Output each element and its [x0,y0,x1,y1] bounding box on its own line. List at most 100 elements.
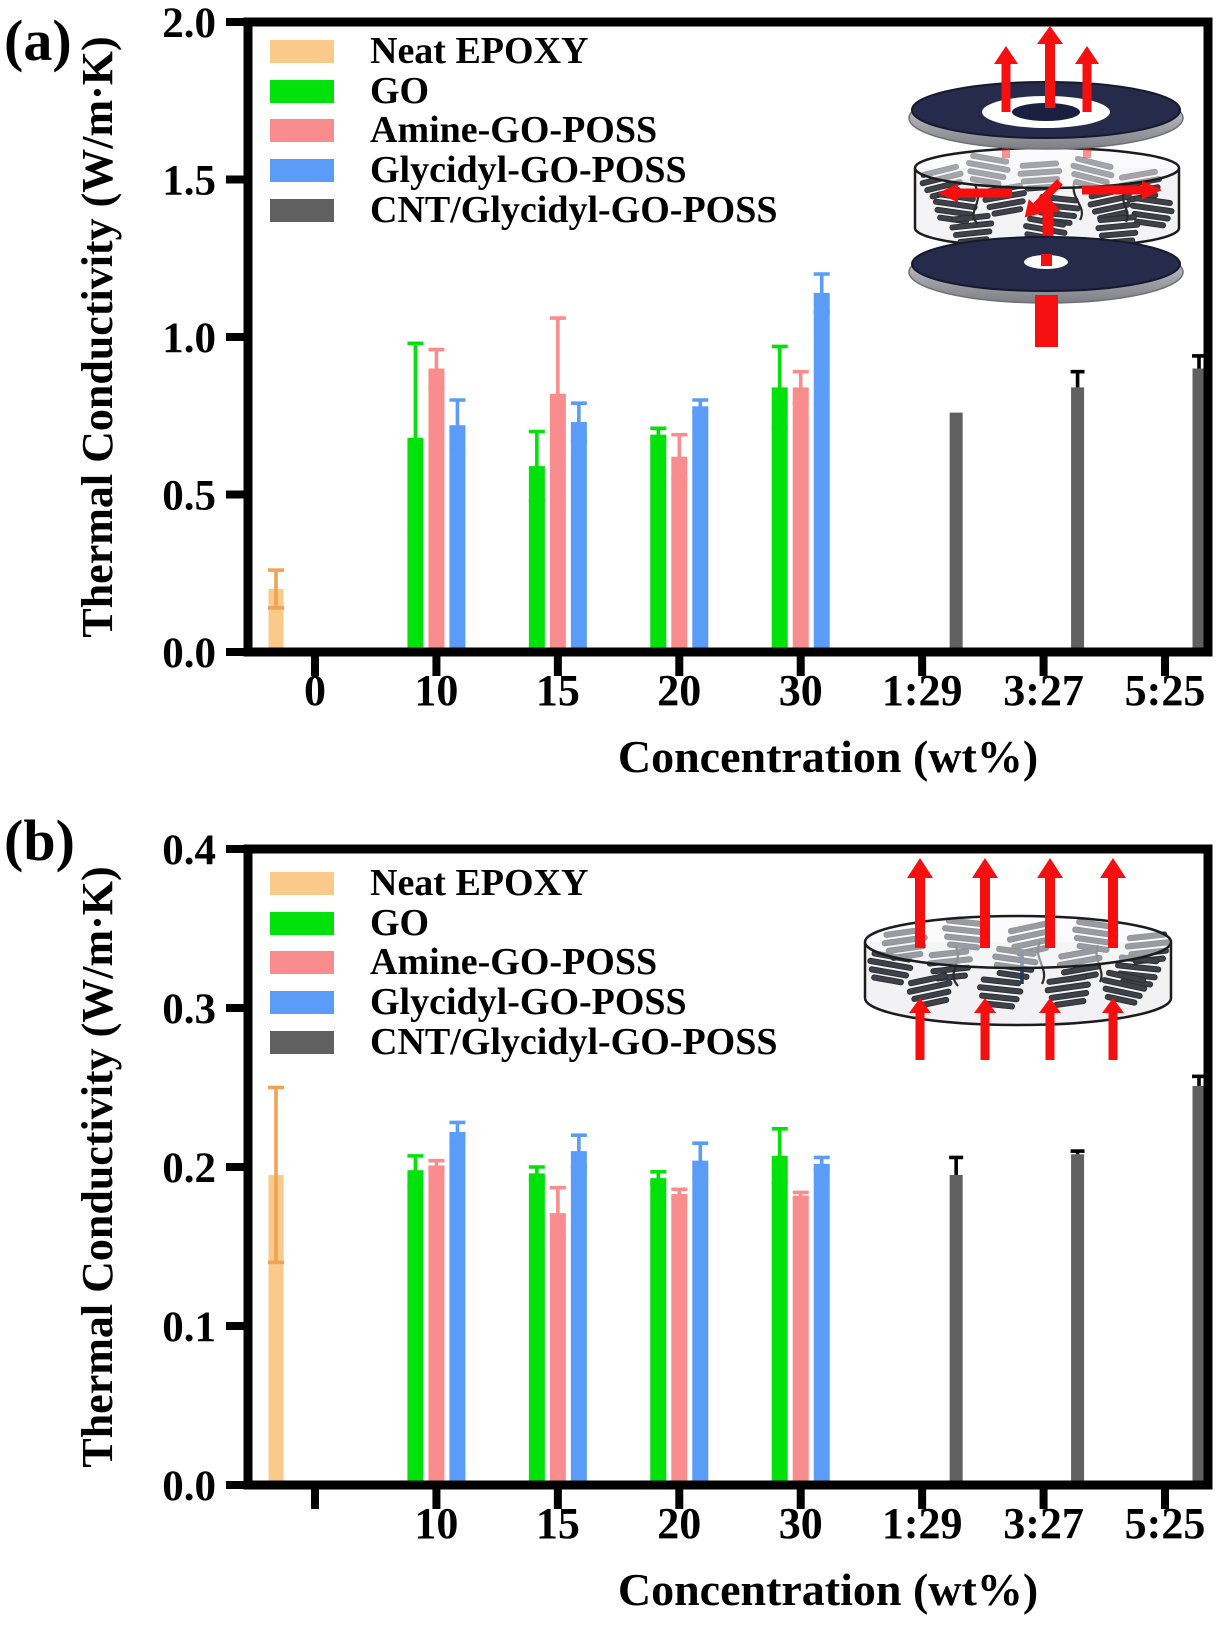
error-bar [528,1165,545,1182]
heat-flow-arrow-icon [1024,179,1063,218]
bar [771,1155,788,1485]
bar [813,1163,830,1485]
bar [692,1160,709,1485]
bar [449,1132,466,1485]
bar [549,393,566,652]
y-tick-label: 2.0 [162,0,216,47]
legend-item: GO [270,69,777,112]
heat-flow-arrow-icon [972,858,998,948]
legend-item: Amine-GO-POSS [270,943,777,983]
legend-swatch-icon [270,872,334,896]
y-tick-label: 0.3 [162,986,216,1033]
y-axis-title: Thermal Conductivity (W/m·K) [73,36,122,637]
go-sheet [1129,195,1175,229]
error-bar [268,568,284,610]
x-tick-label: 20 [657,666,701,715]
legend-label: Neat EPOXY [370,30,589,73]
heat-flow-arrow-icon [1039,998,1061,1060]
heat-flow-arrow-icon [1082,180,1162,200]
error-bar [1070,1149,1085,1155]
x-tick-label: 10 [414,666,458,715]
y-axis-title: Thermal Conductivity (W/m·K) [73,866,122,1467]
panel-b-chart: 0.0 0.1 0.2 0.3 0.4 10 15 20 30 1:29 3:27 5:25 Conce… [73,827,1213,1615]
legend-panel-b: Neat EPOXY GO Amine-GO-POSS Glycidyl-GO-POS… [270,864,777,1062]
y-tick-label: 1.0 [162,315,216,362]
legend-swatch-icon [270,79,334,103]
legend-label: GO [370,69,430,112]
heat-flow-arrow-icon [1035,196,1061,250]
y-tick-label: 0.0 [162,1463,216,1510]
x-tick-label: 3:27 [1003,666,1084,715]
bar [268,589,284,652]
panel-a-label: (a) [4,8,72,73]
bar [268,1174,284,1485]
error-bar [549,1185,566,1241]
error-bar [407,341,424,535]
bottom-electrode-disc [908,236,1184,304]
legend-item: CNT/Glycidyl-GO-POSS [270,1022,777,1062]
in-plane-measurement-illustration [863,858,1173,1060]
legend-swatch-icon [270,40,334,64]
heat-flow-arrow-icon [974,998,996,1060]
error-bar [671,1187,688,1201]
bar [449,425,466,652]
legend-item: Glycidyl-GO-POSS [270,151,777,191]
go-sheet [949,212,995,245]
x-tick-label: 5:25 [1125,1499,1206,1548]
x-tick-label: 0 [304,666,326,715]
error-bar [449,1120,466,1144]
y-tick-label: 1.5 [162,158,216,205]
heat-flow-arrow-icon [938,183,1012,203]
bar [1071,1154,1085,1485]
error-bar [549,316,566,472]
bar [792,1195,809,1485]
bar [671,456,688,652]
error-bar [650,426,667,443]
bar [528,466,545,652]
bar [407,1170,424,1485]
x-tick-label: 5:25 [1125,666,1206,715]
x-tick-label: 10 [414,1499,458,1548]
legend-swatch-icon [270,1030,334,1054]
go-sheet [1044,973,1091,1008]
heat-flow-arrow-icon [907,858,933,948]
bar [949,412,963,652]
heat-flow-arrow-icon [909,998,931,1060]
legend-item: GO [270,901,777,944]
heat-flow-arrow-icon [1100,858,1126,948]
error-bar [1070,369,1085,388]
bar [1192,368,1206,652]
y-tick-label: 0.4 [162,827,216,874]
error-bar [528,429,545,503]
legend-swatch-icon [270,119,334,143]
error-bar [671,432,688,481]
bar [650,434,667,652]
error-bar [771,1127,788,1185]
heat-flow-arrow-icon [1037,26,1063,108]
heat-flow-arrow-icon [1037,858,1063,948]
bar [528,1173,545,1485]
x-axis-title: Concentration (wt%) [618,1564,1038,1615]
legend-item: Amine-GO-POSS [270,111,777,151]
error-bar [428,347,445,390]
x-tick-label: 20 [657,1499,701,1548]
legend-panel-a: Neat EPOXY GO Amine-GO-POSS Glycidyl-GO-POS… [270,32,777,230]
error-bar [949,1155,964,1175]
legend-label: CNT/Glycidyl-GO-POSS [370,1020,778,1063]
error-bar [570,401,587,443]
go-sheet [977,976,1024,1010]
legend-label: Neat EPOXY [370,862,589,905]
bar [671,1194,688,1485]
bar [813,292,830,652]
bar [792,387,809,652]
heat-flow-arrow-icon [1102,998,1124,1060]
error-bar [268,1085,284,1265]
legend-swatch-icon [270,951,334,975]
y-tick-label: 0.2 [162,1145,216,1192]
legend-swatch-icon [270,198,334,222]
legend-label: GO [370,901,430,944]
bar [692,406,709,652]
error-bar [570,1133,587,1169]
error-bar [650,1169,667,1187]
